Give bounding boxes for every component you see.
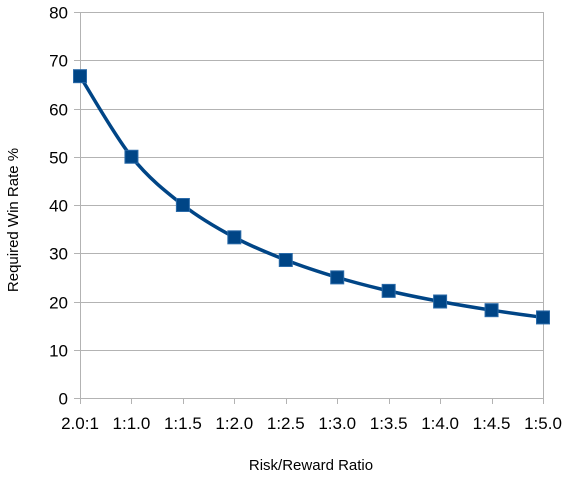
series-layer (73, 69, 550, 325)
data-point-marker (381, 283, 396, 298)
data-point-marker (175, 198, 190, 212)
y-axis: 0 10 20 30 40 50 60 70 80 (49, 4, 81, 409)
x-tick-label: 1:3.5 (370, 414, 408, 433)
x-axis: 2.0:1 1:1.0 1:1.5 1:2.0 1:2.5 1:3.0 1:3.5 1:4.0… (61, 398, 562, 433)
x-tick-label: 1:4.5 (473, 414, 511, 433)
x-tick-label: 1:1.0 (113, 414, 151, 433)
y-tick-label: 40 (49, 197, 68, 216)
data-point-marker (330, 270, 345, 285)
y-tick-label: 50 (49, 149, 68, 168)
y-tick-label: 30 (49, 245, 68, 264)
y-tick-label: 60 (49, 101, 68, 120)
y-tick-label: 10 (49, 342, 68, 361)
y-tick-label: 20 (49, 294, 68, 313)
x-tick-label: 2.0:1 (61, 414, 99, 433)
data-point-marker (73, 69, 87, 84)
data-point-marker (536, 310, 550, 325)
x-axis-title: Risk/Reward Ratio (249, 457, 373, 474)
series-line (78, 75, 544, 320)
data-point-marker (278, 253, 293, 268)
y-tick-label: 80 (49, 4, 68, 23)
grid (80, 12, 544, 399)
x-tick-label: 1:2.5 (267, 414, 305, 433)
x-tick-label: 1:4.0 (421, 414, 459, 433)
data-point-marker (484, 303, 499, 318)
data-point-marker (124, 149, 139, 164)
x-tick-label: 1:5.0 (524, 414, 562, 433)
x-tick-label: 1:1.5 (164, 414, 202, 433)
x-tick-label: 1:3.0 (318, 414, 356, 433)
x-tick-label: 1:2.0 (215, 414, 253, 433)
data-point-marker (227, 230, 242, 245)
y-tick-label: 70 (49, 52, 68, 71)
y-axis-title: Required Win Rate % (5, 148, 22, 292)
y-tick-label: 0 (59, 390, 68, 409)
data-point-marker (433, 294, 448, 309)
